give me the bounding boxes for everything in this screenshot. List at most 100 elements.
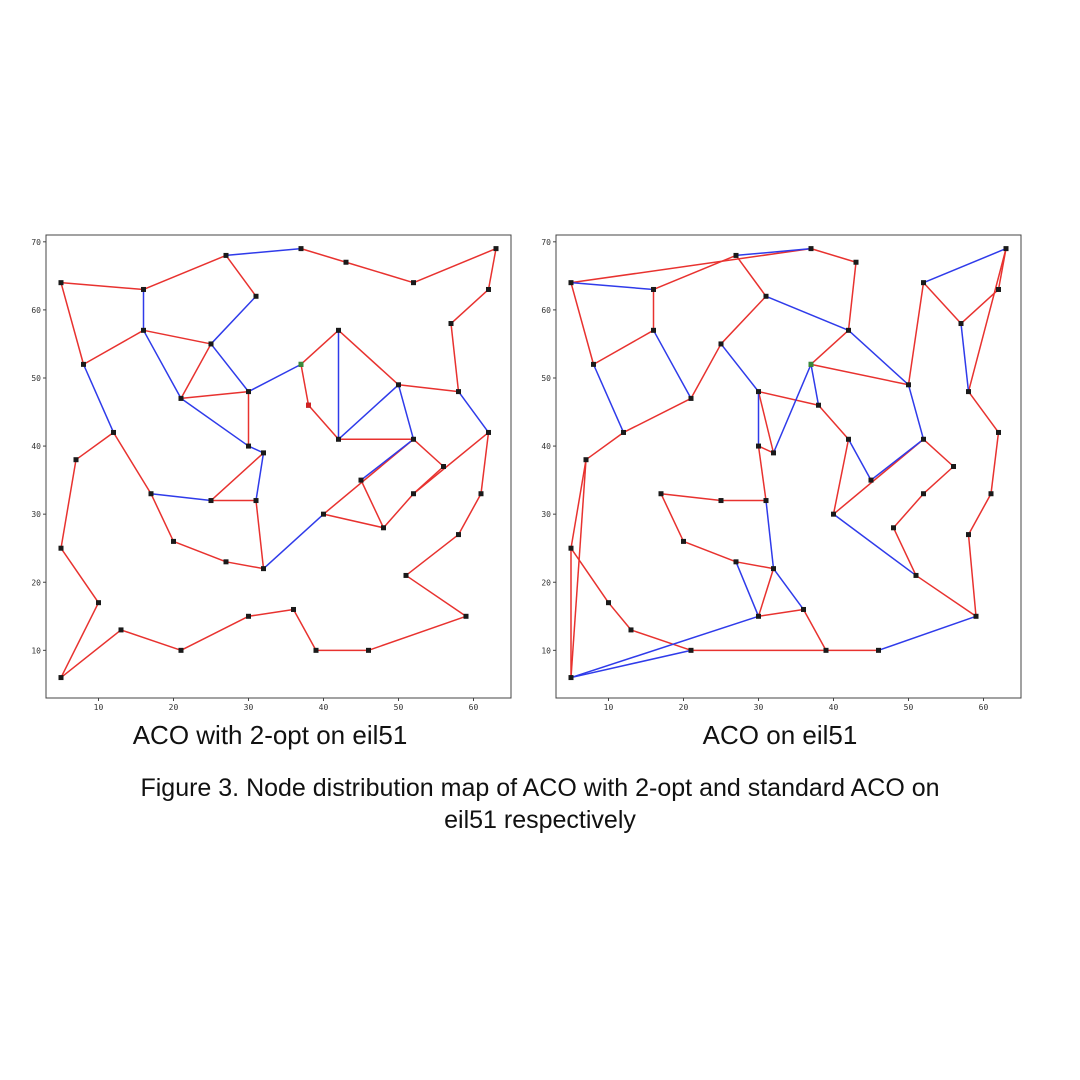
right-ytick-label: 20 bbox=[541, 578, 551, 587]
left-edge-red bbox=[60, 629, 122, 679]
right-xtick-label: 30 bbox=[754, 703, 764, 710]
right-node bbox=[718, 341, 724, 347]
left-edge-blue bbox=[248, 363, 302, 393]
right-edge-red bbox=[810, 247, 857, 263]
chart-panel-aco-2opt: 10 20 30 40 50 60 10 20 30 40 50 60 70 bbox=[20, 230, 520, 710]
right-edge-red bbox=[630, 629, 692, 652]
right-xtick-label: 40 bbox=[829, 703, 839, 710]
left-ytick-label: 40 bbox=[31, 442, 41, 451]
right-ytick-label: 40 bbox=[541, 442, 551, 451]
right-ytick-label: 30 bbox=[541, 510, 551, 519]
right-edge-red bbox=[922, 282, 962, 325]
right-node bbox=[771, 566, 776, 572]
left-edge-red bbox=[412, 438, 445, 468]
right-node bbox=[966, 389, 971, 395]
right-edge-blue bbox=[570, 615, 759, 679]
left-node bbox=[118, 627, 124, 633]
right-node bbox=[891, 525, 896, 531]
right-edge-red bbox=[570, 459, 587, 678]
right-edge-red bbox=[967, 391, 1000, 433]
left-edge-red bbox=[60, 281, 144, 291]
right-edge-red bbox=[960, 288, 1000, 325]
right-node bbox=[823, 647, 829, 653]
right-node bbox=[621, 429, 626, 435]
right-node bbox=[763, 293, 769, 299]
left-edge-red bbox=[300, 364, 310, 406]
right-plot-frame bbox=[555, 234, 1022, 699]
left-node bbox=[486, 286, 491, 292]
right-node bbox=[958, 321, 964, 327]
right-edge-red bbox=[832, 439, 850, 515]
right-edge-blue bbox=[833, 513, 917, 577]
left-edge-blue bbox=[255, 452, 265, 501]
right-node bbox=[966, 532, 971, 538]
left-edge-red bbox=[300, 329, 340, 365]
left-node bbox=[246, 613, 251, 619]
left-edge-red bbox=[345, 261, 414, 284]
caption-line-1: Figure 3. Node distribution map of ACO w… bbox=[140, 774, 940, 802]
left-node bbox=[223, 559, 229, 565]
left-edge-red bbox=[60, 602, 100, 678]
right-edge-red bbox=[660, 493, 685, 542]
right-edge-red bbox=[570, 547, 610, 604]
left-node bbox=[58, 280, 64, 286]
left-edge-blue bbox=[262, 513, 325, 570]
left-edge-red bbox=[450, 323, 460, 392]
left-edge-blue bbox=[457, 391, 490, 433]
left-edge-blue bbox=[360, 438, 414, 481]
right-edge-red bbox=[757, 568, 775, 617]
right-node bbox=[688, 647, 694, 653]
right-edge-red bbox=[720, 295, 767, 345]
right-node bbox=[921, 280, 926, 286]
left-edge-red bbox=[457, 493, 482, 535]
left-xtick-label: 50 bbox=[394, 703, 404, 710]
left-edge-red bbox=[480, 432, 490, 494]
right-xtick-label: 10 bbox=[604, 703, 614, 710]
left-node bbox=[148, 491, 154, 497]
right-edge-blue bbox=[772, 364, 812, 454]
left-start-node-green bbox=[298, 361, 304, 367]
right-edge-blue bbox=[652, 329, 692, 399]
left-edge-red bbox=[398, 384, 459, 393]
right-xtick-label: 50 bbox=[904, 703, 914, 710]
tour-plot-aco-2opt: 10 20 30 40 50 60 10 20 30 40 50 60 70 bbox=[31, 234, 512, 710]
left-edge-red bbox=[368, 615, 467, 652]
right-edge-blue bbox=[870, 438, 924, 481]
right-edge-red bbox=[810, 363, 909, 386]
left-edge-red bbox=[337, 329, 400, 386]
right-edge-red bbox=[735, 561, 774, 570]
left-edge-red bbox=[405, 574, 467, 617]
left-node bbox=[141, 286, 146, 292]
right-edge-red bbox=[915, 574, 977, 617]
left-edge-blue bbox=[150, 492, 212, 502]
left-node bbox=[178, 647, 184, 653]
left-node bbox=[411, 436, 416, 442]
left-edge-red bbox=[225, 254, 257, 297]
right-edge-red bbox=[585, 431, 624, 461]
left-node bbox=[441, 464, 446, 469]
left-edge-red bbox=[75, 431, 114, 461]
left-edge-red bbox=[180, 343, 212, 399]
left-edge-red bbox=[173, 540, 227, 563]
left-node bbox=[403, 572, 409, 578]
right-edge-blue bbox=[735, 561, 760, 617]
left-node bbox=[343, 259, 349, 265]
left-xtick-label: 10 bbox=[94, 703, 104, 710]
right-node bbox=[568, 545, 574, 551]
left-node bbox=[73, 457, 79, 463]
right-node bbox=[801, 606, 806, 612]
left-node bbox=[493, 246, 499, 252]
right-node bbox=[1003, 246, 1009, 252]
left-edge-red bbox=[83, 329, 144, 366]
left-node bbox=[411, 491, 416, 497]
left-edge-blue bbox=[397, 384, 415, 440]
right-edge-red bbox=[922, 465, 955, 495]
left-ytick-label: 10 bbox=[31, 646, 41, 655]
right-edge-red bbox=[847, 262, 857, 331]
right-edge-red bbox=[735, 254, 767, 297]
left-node bbox=[381, 525, 386, 531]
right-edge-blue bbox=[923, 247, 1007, 284]
left-node bbox=[456, 389, 461, 395]
right-node bbox=[688, 395, 694, 401]
right-edge-blue bbox=[907, 384, 925, 440]
